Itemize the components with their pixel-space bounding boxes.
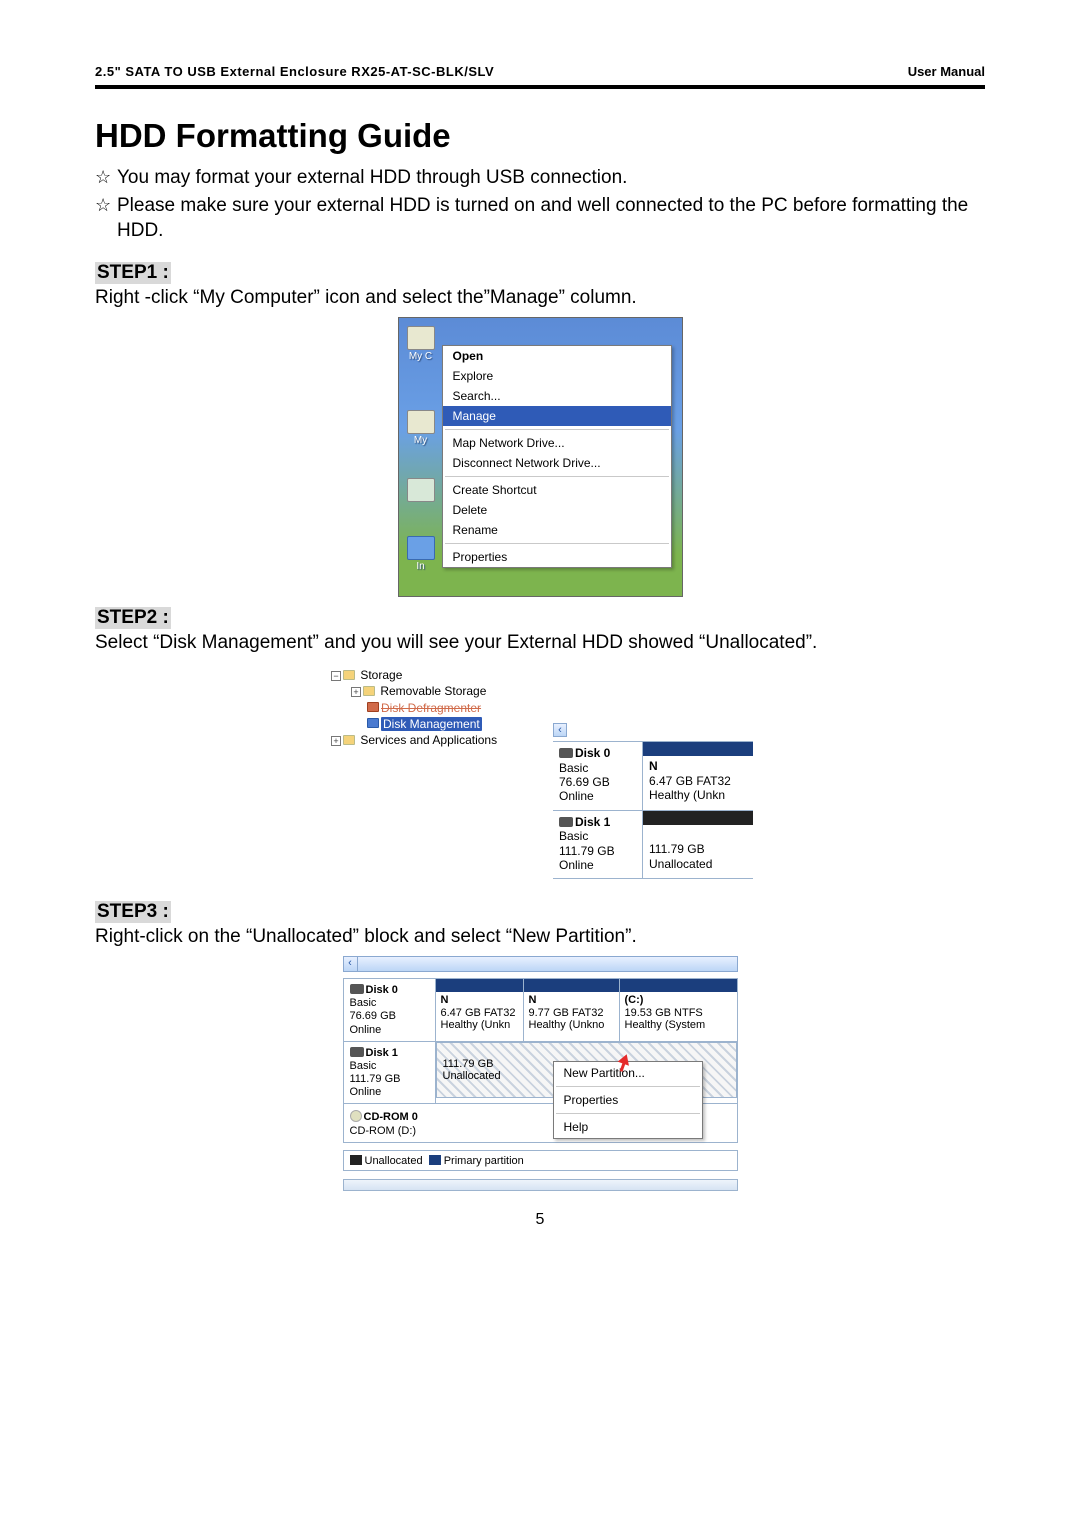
defrag-icon [367, 702, 379, 712]
legend-swatch-black [350, 1155, 362, 1165]
partition-cell[interactable]: N 6.47 GB FAT32 Healthy (Unkn [436, 979, 524, 1041]
intro-text: Please make sure your external HDD is tu… [117, 193, 985, 244]
network-icon [407, 410, 435, 434]
disk-icon [559, 817, 573, 827]
menu-separator [445, 476, 669, 477]
screenshot-disk-management-tree: − Storage + Removable Storage Disk Defra… [325, 661, 755, 891]
disk-row: Disk 1 Basic 111.79 GB Online 111.79 GB … [553, 811, 753, 880]
mmc-tree: − Storage + Removable Storage Disk Defra… [331, 667, 497, 748]
partition-bar [436, 979, 523, 992]
desktop-icon-network[interactable]: My [405, 410, 437, 446]
partition-cell[interactable]: N 6.47 GB FAT32 Healthy (Unkn [643, 742, 753, 810]
partition-bar [643, 811, 753, 825]
partition-bar [524, 979, 619, 992]
header-rule [95, 85, 985, 89]
partition-bar [620, 979, 737, 992]
folder-icon [343, 735, 355, 745]
legend-label: Primary partition [444, 1155, 524, 1167]
scrollbar-left-arrow-icon[interactable]: ‹ [553, 723, 567, 737]
desktop-icon-label: My [405, 435, 437, 446]
partition-cell-unallocated[interactable]: 111.79 GB Unallocated [643, 811, 753, 879]
menu-separator [556, 1086, 700, 1087]
disk-row: Disk 0 Basic 76.69 GB Online N 6.47 GB F… [553, 742, 753, 811]
menu-item-properties[interactable]: Properties [443, 547, 671, 567]
step3-label: STEP3 : [95, 901, 171, 923]
tree-node-services[interactable]: + Services and Applications [331, 732, 497, 748]
context-menu: Open Explore Search... Manage Map Networ… [442, 345, 672, 568]
menu-item-properties[interactable]: Properties [554, 1089, 702, 1111]
desktop-icon-label: In [405, 561, 437, 572]
partition-cell[interactable]: (C:) 19.53 GB NTFS Healthy (System [620, 979, 737, 1041]
intro-text: You may format your external HDD through… [117, 165, 627, 191]
step2-text: Select “Disk Management” and you will se… [95, 631, 985, 656]
menu-item-disconnect-drive[interactable]: Disconnect Network Drive... [443, 453, 671, 473]
header-left: 2.5" SATA TO USB External Enclosure RX25… [95, 64, 494, 79]
disk-icon [559, 748, 573, 758]
menu-separator [445, 543, 669, 544]
page-number: 5 [95, 1211, 985, 1229]
disk-icon [350, 1047, 364, 1057]
context-menu: New Partition... Properties Help [553, 1061, 703, 1139]
menu-item-search[interactable]: Search... [443, 386, 671, 406]
menu-item-help[interactable]: Help [554, 1116, 702, 1138]
folder-icon [343, 670, 355, 680]
ie-icon [407, 536, 435, 560]
intro-list: ☆ You may format your external HDD throu… [95, 165, 985, 244]
menu-item-open[interactable]: Open [443, 346, 671, 366]
disk-header[interactable]: Disk 0 Basic 76.69 GB Online [553, 742, 643, 810]
page-title: HDD Formatting Guide [95, 117, 985, 155]
menu-item-map-drive[interactable]: Map Network Drive... [443, 433, 671, 453]
scrollbar-left-arrow-icon[interactable]: ‹ [344, 957, 358, 971]
menu-item-delete[interactable]: Delete [443, 500, 671, 520]
menu-item-rename[interactable]: Rename [443, 520, 671, 540]
legend: Unallocated Primary partition [343, 1150, 738, 1171]
cdrom-icon [350, 1110, 362, 1122]
star-icon: ☆ [95, 165, 117, 191]
partition-cell[interactable]: N 9.77 GB FAT32 Healthy (Unkno [524, 979, 620, 1041]
menu-separator [445, 429, 669, 430]
tree-node-removable[interactable]: + Removable Storage [331, 683, 497, 699]
disk-icon [350, 984, 364, 994]
disk-panel: Disk 0 Basic 76.69 GB Online N 6.47 GB F… [553, 741, 753, 879]
step1-label: STEP1 : [95, 262, 171, 284]
menu-separator [556, 1113, 700, 1114]
recycle-icon [407, 478, 435, 502]
star-icon: ☆ [95, 193, 117, 244]
tree-node-defrag[interactable]: Disk Defragmenter [331, 700, 497, 716]
panel-bottom-bar [343, 1179, 738, 1191]
desktop-icon-my-computer[interactable]: My C [405, 326, 437, 362]
intro-item: ☆ You may format your external HDD throu… [95, 165, 985, 191]
header-right: User Manual [908, 64, 985, 79]
legend-swatch-blue [429, 1155, 441, 1165]
menu-item-manage[interactable]: Manage [443, 406, 671, 426]
step3-text: Right-click on the “Unallocated” block a… [95, 925, 985, 950]
diskmgmt-icon [367, 718, 379, 728]
screenshot-new-partition: ‹ Disk 0 Basic 76.69 GB Online N 6.47 GB… [343, 956, 738, 1191]
menu-item-explore[interactable]: Explore [443, 366, 671, 386]
partition-bar [643, 742, 753, 756]
menu-item-create-shortcut[interactable]: Create Shortcut [443, 480, 671, 500]
scrollbar-track[interactable]: ‹ [343, 956, 738, 972]
computer-icon [407, 326, 435, 350]
tree-node-storage[interactable]: − Storage [331, 667, 497, 683]
folder-icon [363, 686, 375, 696]
desktop-icon-recycle[interactable] [405, 478, 437, 503]
desktop-icon-ie[interactable]: In [405, 536, 437, 572]
intro-item: ☆ Please make sure your external HDD is … [95, 193, 985, 244]
desktop-icon-label: My C [405, 351, 437, 362]
disk-row: Disk 0 Basic 76.69 GB Online N 6.47 GB F… [344, 979, 737, 1042]
tree-node-disk-management[interactable]: Disk Management [331, 716, 497, 732]
step2-label: STEP2 : [95, 607, 171, 629]
legend-label: Unallocated [365, 1155, 423, 1167]
step1-text: Right -click “My Computer” icon and sele… [95, 286, 985, 311]
disk-header[interactable]: Disk 0 Basic 76.69 GB Online [344, 979, 436, 1041]
disk-header[interactable]: Disk 1 Basic 111.79 GB Online [553, 811, 643, 879]
disk-header[interactable]: Disk 1 Basic 111.79 GB Online [344, 1042, 436, 1104]
screenshot-context-menu: My C My In Open Explore Search... Manage… [398, 317, 683, 597]
page-header: 2.5" SATA TO USB External Enclosure RX25… [95, 64, 985, 85]
